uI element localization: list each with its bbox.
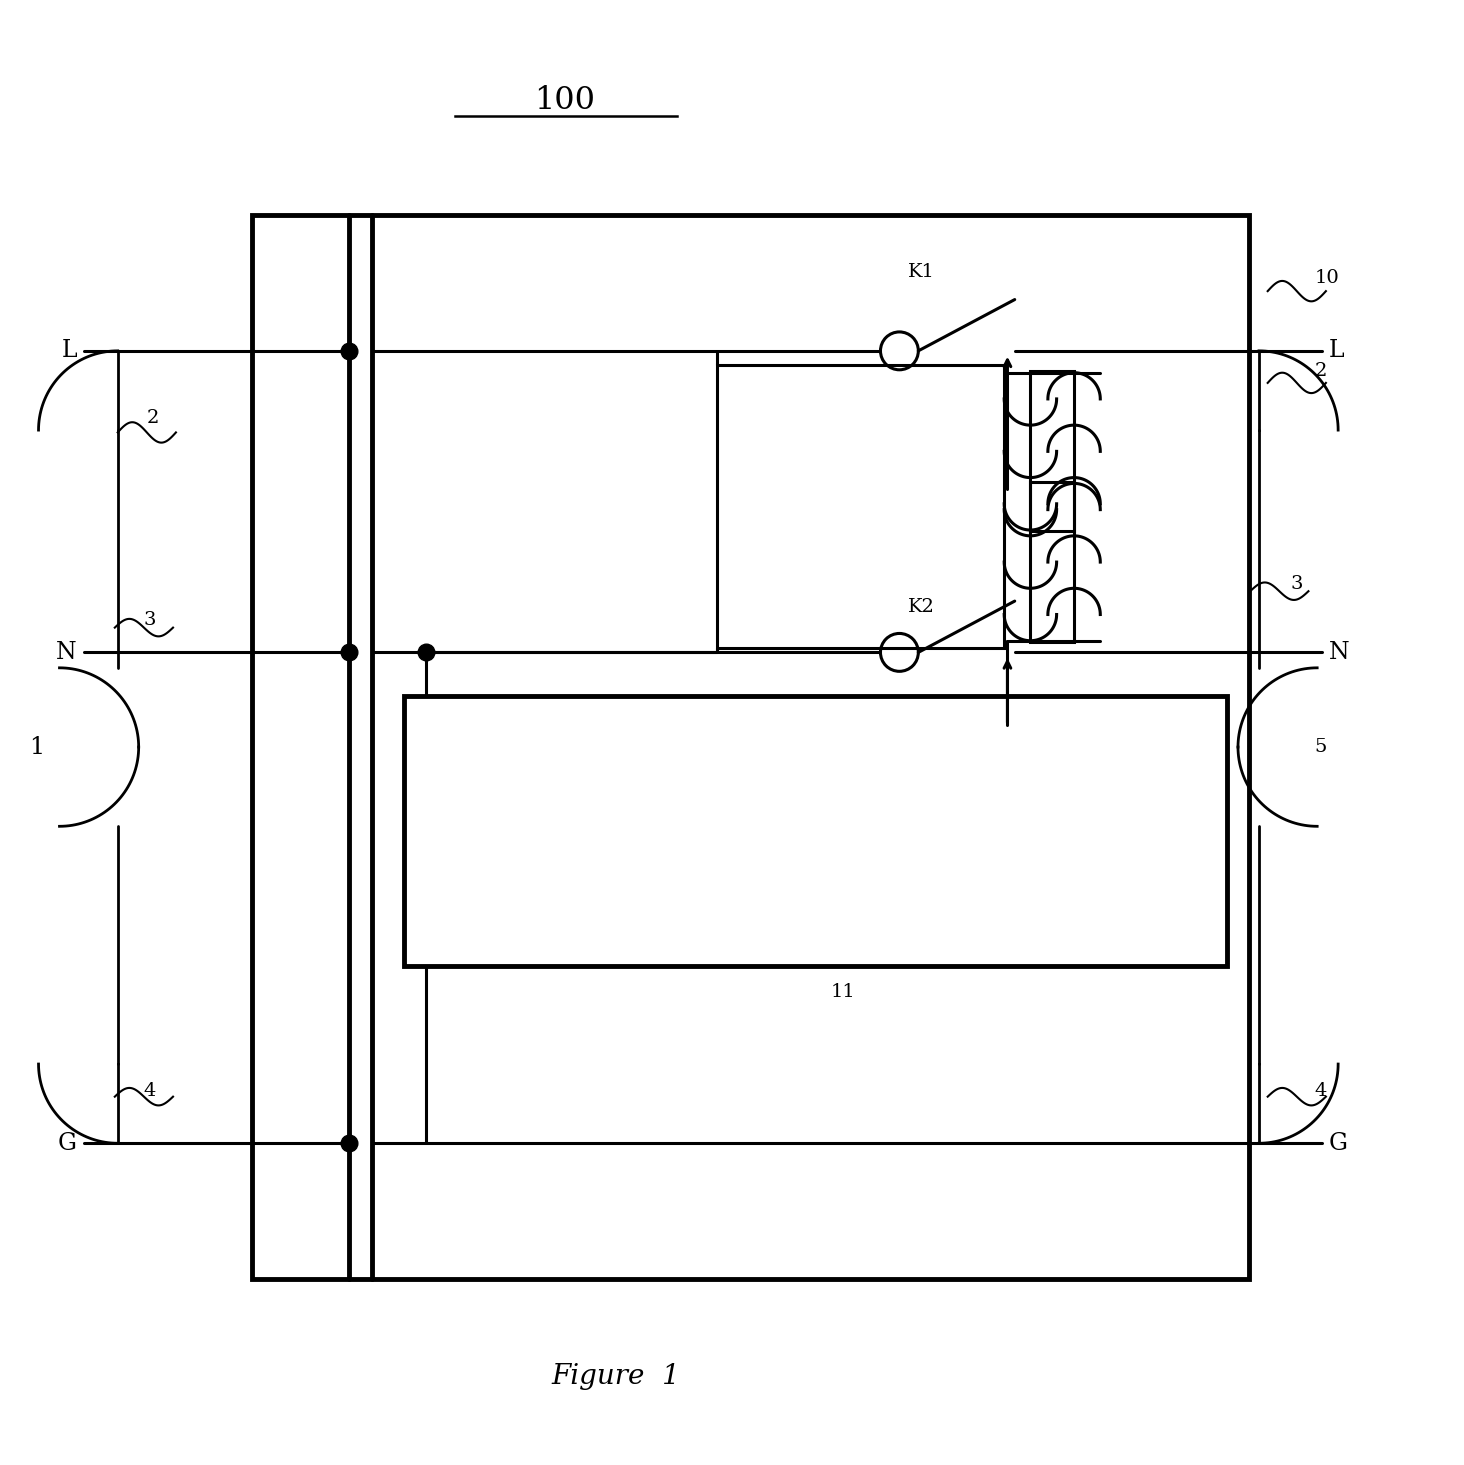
Text: N: N xyxy=(56,640,78,664)
Text: 3: 3 xyxy=(143,611,157,630)
Text: 10: 10 xyxy=(1315,270,1340,287)
Text: 4: 4 xyxy=(143,1081,157,1100)
Text: 4: 4 xyxy=(1315,1081,1326,1100)
Text: 1: 1 xyxy=(29,735,44,759)
Text: L: L xyxy=(61,340,78,362)
Bar xyxy=(1031,482,1075,642)
Text: K1: K1 xyxy=(908,262,934,281)
Text: 100: 100 xyxy=(534,85,594,116)
Bar xyxy=(404,696,1227,965)
Text: Figure  1: Figure 1 xyxy=(550,1362,679,1390)
Text: N: N xyxy=(1329,640,1350,664)
Text: 2: 2 xyxy=(146,409,158,426)
Bar xyxy=(717,365,1004,648)
Text: 2: 2 xyxy=(1315,362,1326,381)
Text: G: G xyxy=(1329,1132,1348,1154)
Bar xyxy=(1031,371,1075,532)
Text: G: G xyxy=(59,1132,78,1154)
Text: K2: K2 xyxy=(908,598,934,615)
Text: L: L xyxy=(1329,340,1344,362)
Bar xyxy=(252,215,1249,1279)
Text: 5: 5 xyxy=(1315,738,1326,756)
Text: 3: 3 xyxy=(1291,574,1303,593)
Text: 11: 11 xyxy=(830,983,855,1001)
